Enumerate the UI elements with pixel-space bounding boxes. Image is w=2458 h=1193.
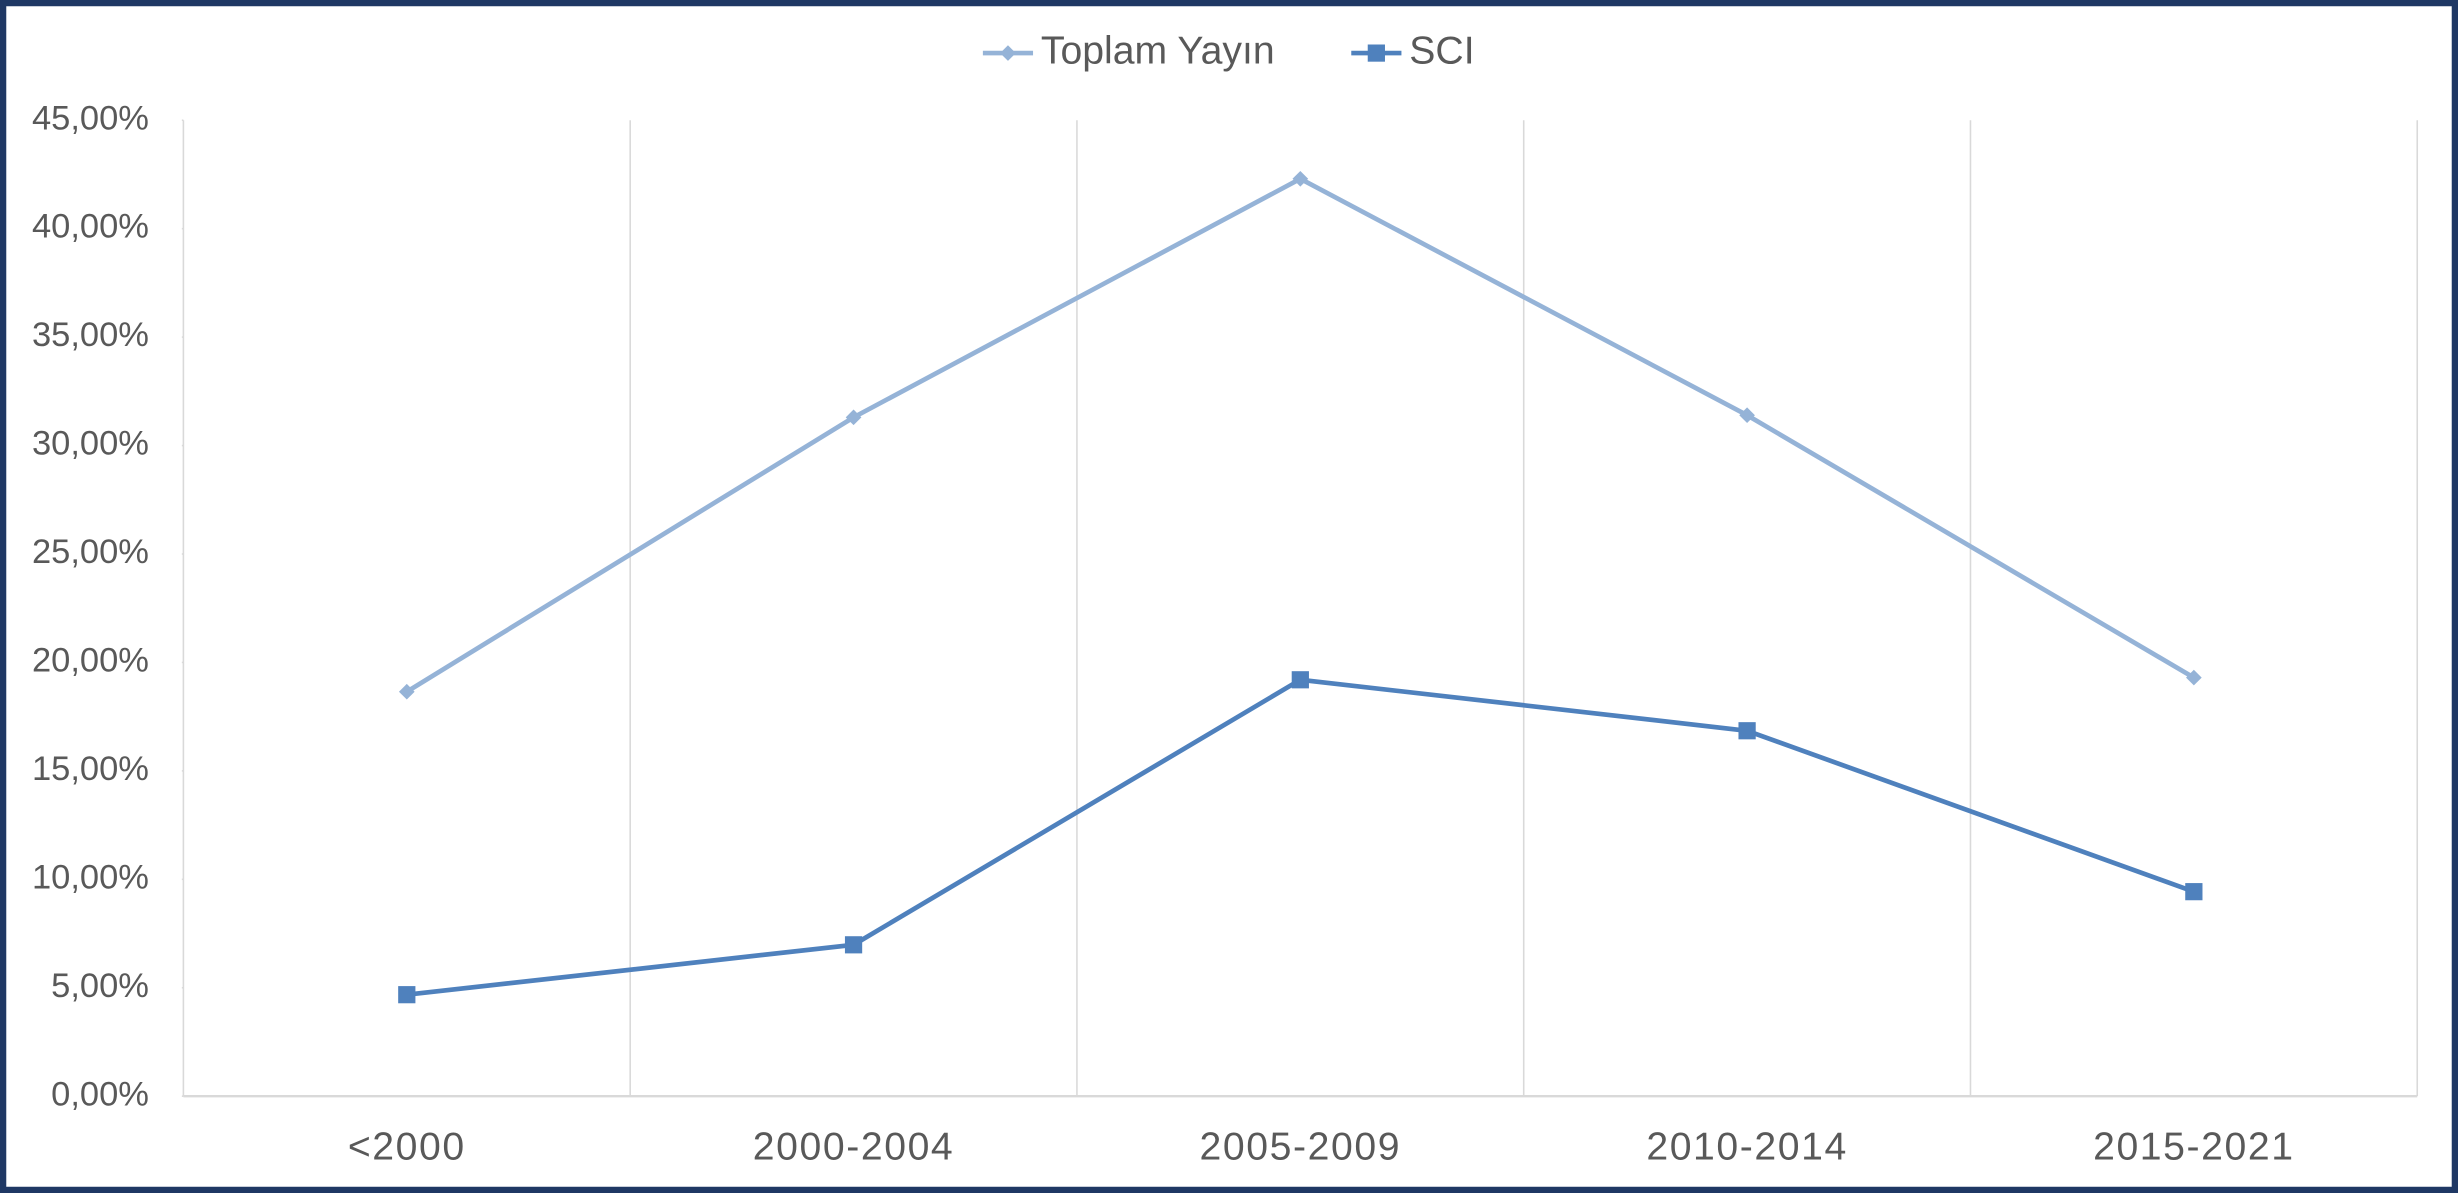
point-marker: [1367, 44, 1385, 62]
x-tick-label: <2000: [348, 1126, 466, 1169]
point-marker: [2185, 883, 2203, 901]
y-tick-label: 30,00%: [32, 425, 149, 463]
x-tick-label: 2010-2014: [1646, 1126, 1848, 1169]
point-marker: [1291, 671, 1309, 689]
legend-label: Toplam Yayın: [1041, 29, 1275, 72]
point-marker: [398, 986, 416, 1004]
point-marker: [845, 409, 862, 426]
point-marker: [1000, 45, 1016, 61]
y-tick-label: 20,00%: [32, 642, 149, 680]
y-tick-label: 5,00%: [51, 967, 149, 1005]
point-marker: [1738, 722, 1756, 740]
x-tick-label: 2000-2004: [753, 1126, 955, 1169]
y-tick-label: 15,00%: [32, 750, 149, 788]
y-tick-label: 10,00%: [32, 858, 149, 896]
point-marker: [844, 936, 863, 954]
x-tick-label: 2005-2009: [1200, 1126, 1402, 1169]
y-tick-label: 40,00%: [32, 208, 149, 246]
y-tick-label: 25,00%: [32, 533, 149, 571]
y-tick-label: 45,00%: [32, 99, 149, 137]
point-marker: [398, 683, 415, 700]
y-tick-label: 0,00%: [51, 1075, 149, 1113]
point-marker: [1739, 407, 1755, 423]
legend-label: SCI: [1409, 29, 1474, 72]
y-tick-label: 35,00%: [32, 316, 149, 354]
x-tick-label: 2015-2021: [2093, 1126, 2295, 1169]
